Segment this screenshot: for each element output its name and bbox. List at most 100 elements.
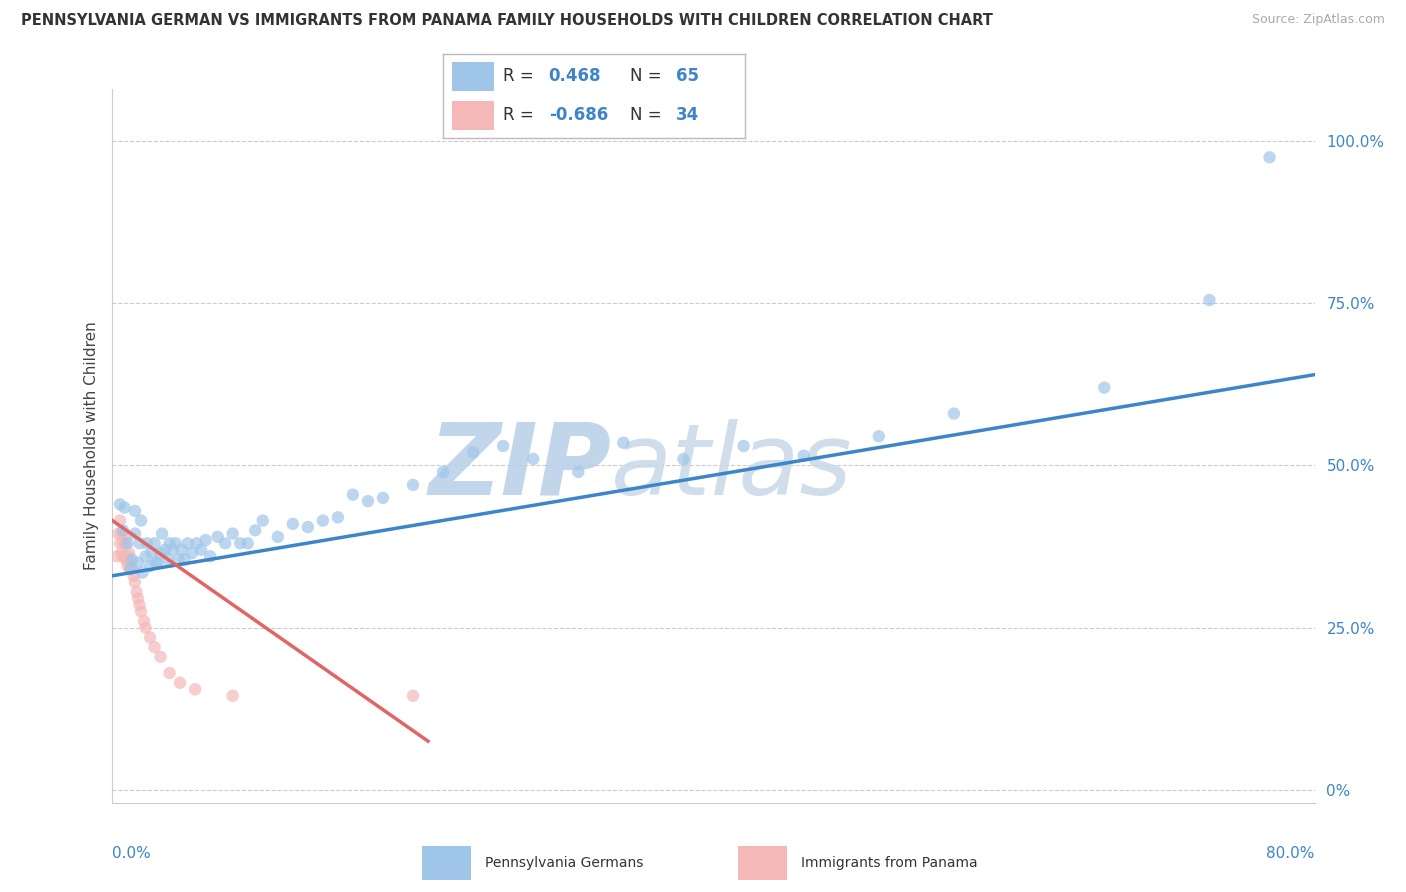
- Point: [214, 536, 236, 550]
- Point: [169, 675, 191, 690]
- Point: [120, 562, 142, 576]
- Point: [136, 536, 159, 550]
- Text: 65: 65: [676, 68, 699, 86]
- Point: [222, 526, 245, 541]
- Point: [229, 536, 252, 550]
- Point: [117, 559, 139, 574]
- Point: [236, 536, 259, 550]
- Text: Immigrants from Panama: Immigrants from Panama: [801, 856, 979, 870]
- Point: [733, 439, 755, 453]
- Point: [114, 500, 136, 515]
- Point: [118, 546, 141, 560]
- Point: [245, 524, 267, 538]
- Text: 34: 34: [676, 106, 699, 124]
- Point: [120, 562, 142, 576]
- Point: [115, 536, 138, 550]
- Point: [267, 530, 290, 544]
- Point: [222, 689, 245, 703]
- Point: [1198, 293, 1220, 307]
- Text: atlas: atlas: [612, 419, 853, 516]
- Point: [1258, 150, 1281, 164]
- Point: [281, 516, 304, 531]
- Text: N =: N =: [630, 106, 668, 124]
- Point: [252, 514, 274, 528]
- Point: [114, 530, 136, 544]
- Point: [793, 449, 815, 463]
- Point: [108, 514, 131, 528]
- Point: [121, 562, 143, 576]
- Point: [612, 435, 634, 450]
- Text: PENNSYLVANIA GERMAN VS IMMIGRANTS FROM PANAMA FAMILY HOUSEHOLDS WITH CHILDREN CO: PENNSYLVANIA GERMAN VS IMMIGRANTS FROM P…: [21, 13, 993, 29]
- Point: [105, 549, 128, 564]
- Point: [297, 520, 319, 534]
- Point: [143, 536, 166, 550]
- Point: [115, 552, 138, 566]
- Point: [111, 536, 134, 550]
- Point: [108, 497, 131, 511]
- Point: [567, 465, 589, 479]
- Point: [128, 598, 150, 612]
- Point: [111, 524, 134, 538]
- Point: [145, 556, 167, 570]
- Point: [110, 526, 132, 541]
- Point: [114, 549, 136, 564]
- Point: [118, 556, 141, 570]
- Point: [402, 478, 425, 492]
- Point: [127, 556, 149, 570]
- Point: [139, 559, 162, 574]
- Point: [117, 549, 139, 564]
- Point: [108, 536, 131, 550]
- Point: [110, 546, 132, 560]
- Point: [170, 542, 193, 557]
- Point: [135, 549, 157, 564]
- Point: [159, 666, 181, 681]
- Point: [122, 568, 145, 582]
- Point: [124, 504, 146, 518]
- Point: [190, 542, 212, 557]
- Point: [868, 429, 890, 443]
- Text: 0.468: 0.468: [548, 68, 602, 86]
- Point: [207, 530, 229, 544]
- Point: [194, 533, 217, 547]
- Text: R =: R =: [503, 68, 540, 86]
- Point: [942, 407, 965, 421]
- Point: [312, 514, 335, 528]
- Point: [342, 488, 364, 502]
- Point: [124, 575, 146, 590]
- Point: [492, 439, 515, 453]
- Bar: [422, 846, 471, 880]
- Point: [124, 526, 146, 541]
- Point: [157, 552, 180, 566]
- Point: [149, 649, 172, 664]
- Text: 0.0%: 0.0%: [112, 846, 152, 861]
- Point: [117, 536, 139, 550]
- Point: [132, 614, 155, 628]
- Text: -0.686: -0.686: [548, 106, 607, 124]
- Point: [150, 526, 173, 541]
- Point: [121, 552, 143, 566]
- Point: [432, 465, 454, 479]
- Point: [111, 549, 134, 564]
- Text: 80.0%: 80.0%: [1267, 846, 1315, 861]
- Point: [139, 631, 162, 645]
- Point: [371, 491, 394, 505]
- Point: [186, 536, 208, 550]
- Point: [198, 549, 221, 564]
- Point: [159, 536, 181, 550]
- Point: [672, 452, 695, 467]
- Point: [153, 542, 176, 557]
- Point: [107, 526, 129, 541]
- Point: [1092, 381, 1115, 395]
- Point: [522, 452, 544, 467]
- Text: Source: ZipAtlas.com: Source: ZipAtlas.com: [1251, 13, 1385, 27]
- Point: [129, 604, 152, 618]
- Point: [184, 682, 207, 697]
- Point: [131, 566, 153, 580]
- Point: [129, 514, 152, 528]
- Point: [181, 546, 204, 560]
- Point: [125, 585, 148, 599]
- Bar: [738, 846, 787, 880]
- Y-axis label: Family Households with Children: Family Households with Children: [83, 322, 98, 570]
- Point: [357, 494, 380, 508]
- Point: [167, 552, 190, 566]
